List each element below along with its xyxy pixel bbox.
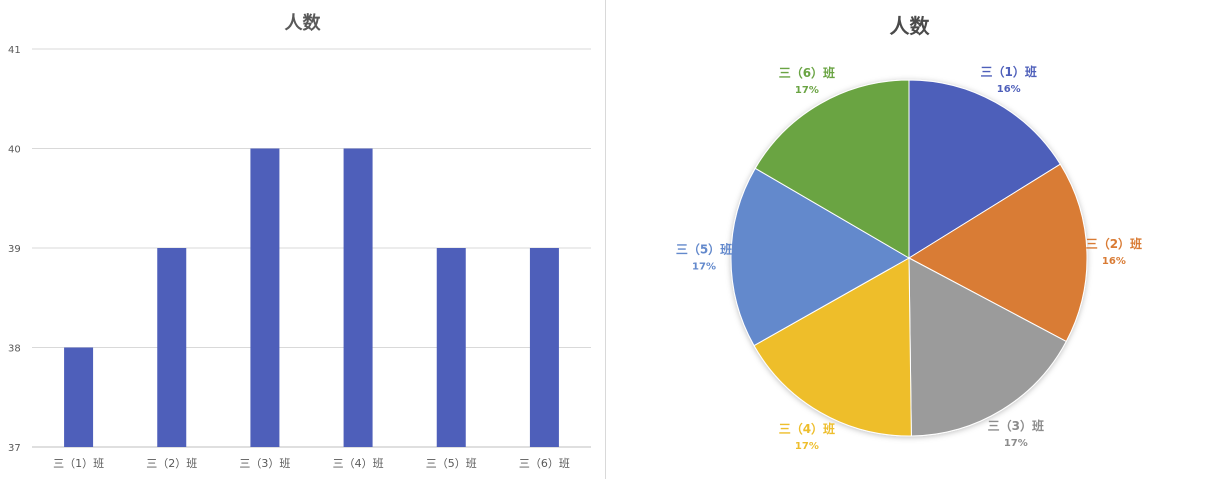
pie-category-label: 三（5）班 [676,242,732,257]
bar [250,148,280,447]
bar [157,248,187,447]
pie-slice [753,257,912,437]
bar-chart-panel: 人数 37 38 39 40 41 三（1）班 三（2）班 三（3）班 三（4）班 三（5）班 三（… [0,0,606,479]
bar [436,248,466,447]
pie-percent-label: 16% [1102,256,1126,267]
pie-slices [730,79,1088,437]
bar [343,148,373,447]
y-tick-label: 38 [8,344,21,355]
pie-slice [908,257,1067,437]
pie-slice [754,79,910,259]
x-tick-label: 三（4）班 [333,457,384,470]
x-tick-label: 三（3）班 [239,457,290,470]
bar [529,248,559,447]
bar-chart-title: 人数 [284,13,321,34]
y-tick-label: 41 [8,45,21,56]
pie-chart-panel: 人数 三（1）班 16% 三（2）班 16% 三（3）班 17% 三（4）班 17% 三（5）班… [606,0,1213,479]
pie-category-label: 三（2）班 [1086,236,1142,251]
pie-percent-label: 17% [795,441,819,452]
pie-percent-label: 16% [997,84,1021,95]
pie-category-label: 三（4）班 [779,421,835,436]
x-tick-label: 三（5）班 [426,457,477,470]
y-tick-label: 39 [8,244,21,255]
bar-chart: 37 38 39 40 41 三（1）班 三（2）班 三（3）班 三（4）班 三（5）班 三（6）班 [8,45,591,470]
y-tick-label: 37 [8,443,21,454]
bar [64,347,94,447]
pie-category-label: 三（3）班 [988,418,1044,433]
pie-percent-label: 17% [795,85,819,96]
pie-slice [730,167,911,347]
pie-percent-label: 17% [692,262,716,273]
pie-slice [907,163,1088,343]
pie-slice [908,79,1061,259]
x-tick-label: 三（6）班 [519,457,570,470]
x-tick-label: 三（1）班 [53,457,104,470]
pie-percent-label: 17% [1004,438,1028,449]
pie-category-label: 三（6）班 [779,65,835,80]
pie-chart-title: 人数 [889,14,930,38]
y-tick-label: 40 [8,145,21,156]
pie-category-label: 三（1）班 [981,64,1037,79]
x-tick-label: 三（2）班 [146,457,197,470]
pie-chart: 三（1）班 16% 三（2）班 16% 三（3）班 17% 三（4）班 17% 三（5）班 17%… [676,64,1142,452]
